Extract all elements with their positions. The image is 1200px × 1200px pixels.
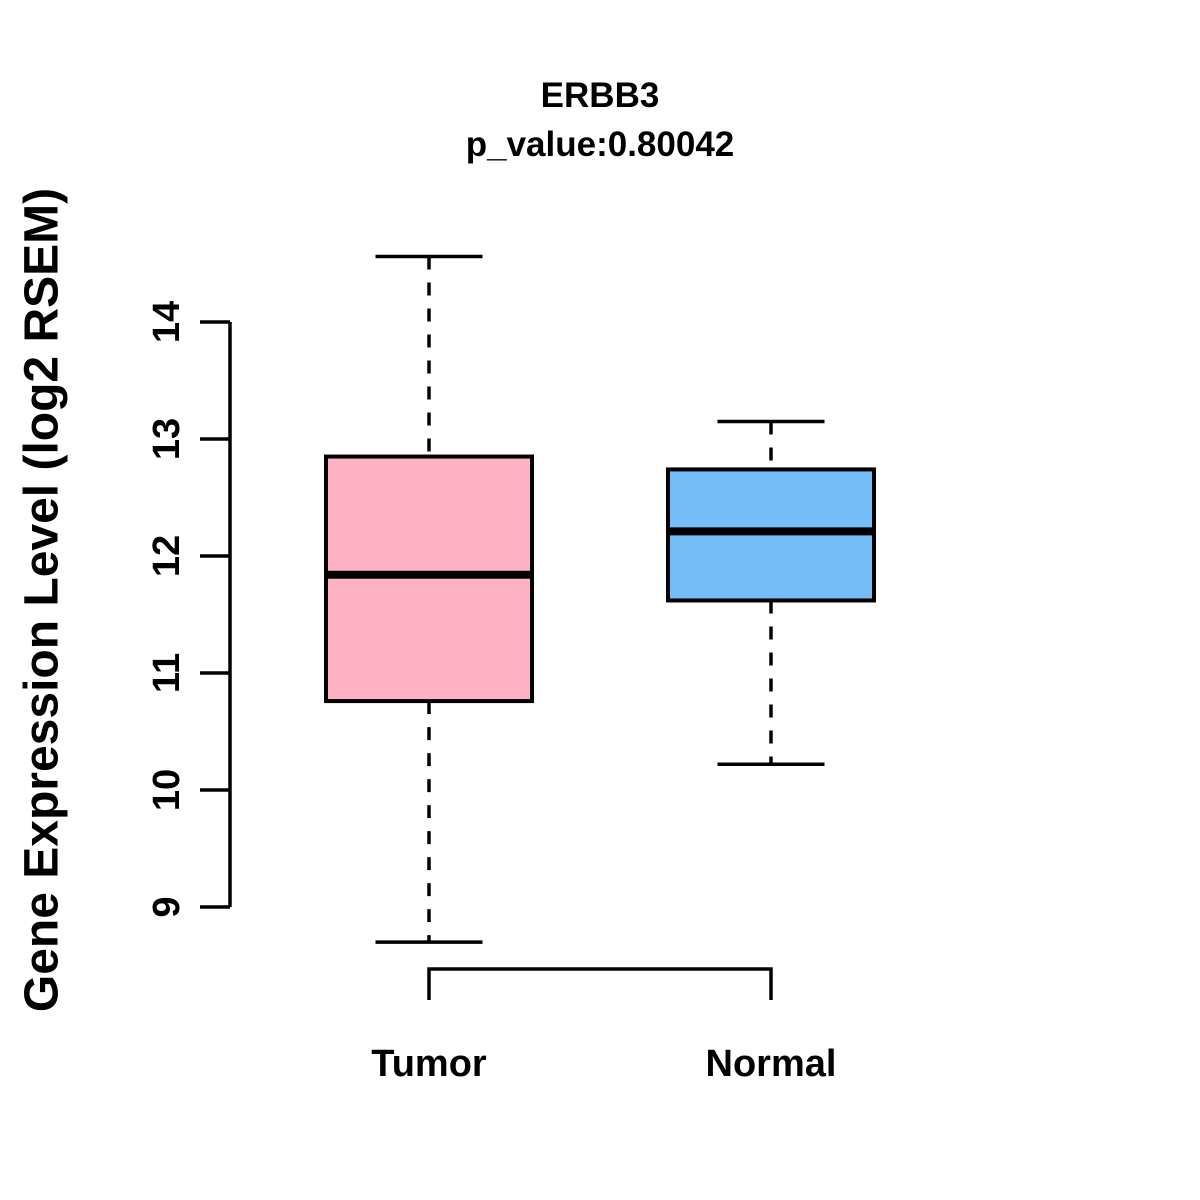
y-axis: 9 10 11 12 13 14 xyxy=(146,301,232,918)
y-axis-title: Gene Expression Level (log2 RSEM) xyxy=(16,188,69,1012)
y-tick-label: 14 xyxy=(146,301,188,343)
x-axis-line xyxy=(427,967,773,1000)
iqr-box-tumor xyxy=(324,454,534,704)
x-category-label-tumor: Tumor xyxy=(371,1043,487,1085)
chart-title: ERBB3 xyxy=(541,76,660,115)
box-group xyxy=(324,254,876,944)
y-tick-label: 9 xyxy=(146,896,188,917)
y-tick-label: 12 xyxy=(146,535,188,577)
x-category-label-normal: Normal xyxy=(706,1043,837,1085)
x-category-labels: Tumor Normal xyxy=(371,1043,836,1085)
chart-subtitle: p_value:0.80042 xyxy=(466,125,735,164)
x-axis-bracket xyxy=(427,967,773,1000)
y-tick-label: 13 xyxy=(146,418,188,460)
y-tick-label: 11 xyxy=(146,653,188,693)
y-tick-label: 10 xyxy=(146,769,188,811)
